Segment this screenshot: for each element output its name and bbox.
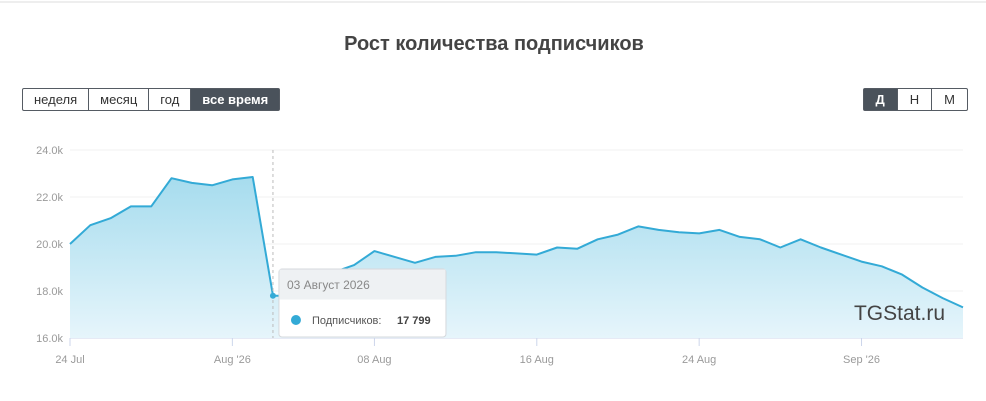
y-tick-label: 20.0k (36, 239, 63, 251)
x-tick-label: 24 Aug (682, 354, 716, 366)
x-tick-label: Sep '26 (843, 354, 880, 366)
toggle-button[interactable]: М (931, 89, 967, 110)
tooltip-label: Подписчиков: (312, 315, 382, 327)
y-tick-label: 16.0k (36, 333, 63, 345)
period-buttons: неделя месяц год все время (22, 88, 281, 111)
tooltip-header (279, 269, 446, 300)
x-tick-label: Aug '26 (214, 354, 251, 366)
hover-point (269, 292, 276, 299)
tooltip-value: 17 799 (397, 315, 431, 327)
tooltip-marker (290, 315, 301, 325)
x-tick-label: 16 Aug (520, 354, 554, 366)
toggle-button[interactable]: месяц (88, 89, 148, 110)
y-tick-label: 22.0k (36, 192, 63, 204)
toggle-button[interactable]: неделя (34, 92, 78, 107)
tooltip-title: 03 Август 2026 (287, 278, 370, 292)
y-tick-label: 18.0k (36, 286, 63, 298)
x-tick-label: 08 Aug (357, 354, 391, 366)
tooltip: 03 Август 2026 Подписчиков: 17 799 (278, 268, 447, 338)
x-tick-label: 24 Jul (55, 354, 84, 366)
toggle-button[interactable]: год (148, 89, 190, 110)
area (70, 177, 963, 338)
chart-title: Рост количества подписчиков (344, 33, 644, 55)
watermark: TGStat.ru (854, 302, 945, 325)
y-tick-label: 24.0k (36, 145, 63, 157)
toggle-button[interactable]: Н (896, 89, 931, 110)
line (69, 176, 964, 309)
toggle-button[interactable]: все время (190, 89, 280, 110)
toggle-button[interactable]: Д (863, 89, 897, 110)
